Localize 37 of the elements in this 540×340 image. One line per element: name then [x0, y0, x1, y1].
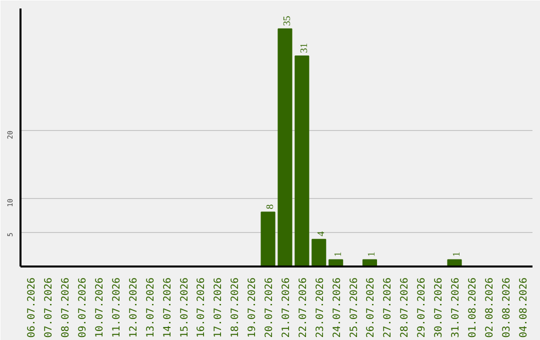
x-tick-label: 09.07.2026 [78, 277, 89, 338]
x-tick-label: 23.07.2026 [314, 277, 326, 338]
x-tick-label: 22.07.2026 [298, 277, 309, 338]
x-tick-label: 16.07.2026 [196, 277, 208, 338]
x-tick-label: 12.07.2026 [128, 277, 140, 338]
x-tick-label: 26.07.2026 [366, 277, 377, 338]
x-tick-label: 28.07.2026 [400, 277, 411, 338]
x-tick-label: 21.07.2026 [280, 277, 292, 338]
x-tick-label: 27.07.2026 [382, 277, 394, 338]
x-tick-label: 04.08.2026 [518, 277, 530, 338]
x-tick-label: 20.07.2026 [264, 277, 276, 338]
x-tick-label: 30.07.2026 [434, 277, 445, 338]
data-label: 8 [265, 204, 276, 210]
x-tick-label: 19.07.2026 [247, 277, 258, 338]
x-tick-label: 31.07.2026 [450, 277, 462, 338]
data-label: 4 [316, 231, 327, 236]
x-tick-label: 10.07.2026 [94, 277, 106, 338]
x-tick-label: 18.07.2026 [230, 277, 242, 338]
x-tick-label: 24.07.2026 [332, 277, 343, 338]
x-tick-label: 07.07.2026 [44, 277, 55, 338]
x-tick-label: 11.07.2026 [111, 277, 122, 338]
x-tick-label: 02.08.2026 [484, 277, 496, 338]
x-tick-label: 13.07.2026 [145, 277, 156, 338]
x-tick-label: 25.07.2026 [348, 277, 360, 338]
x-tick-label: 29.07.2026 [416, 277, 428, 338]
data-label: 1 [332, 252, 344, 257]
x-tick-label: 17.07.2026 [213, 277, 224, 338]
data-label: 1 [452, 252, 463, 257]
data-label: 31 [298, 43, 310, 54]
x-tick-label: 15.07.2026 [179, 277, 190, 338]
x-tick-label: 08.07.2026 [60, 277, 72, 338]
x-tick-label: 06.07.2026 [26, 277, 38, 338]
data-label: 1 [366, 252, 378, 257]
x-tick-label: 03.08.2026 [501, 277, 512, 338]
x-tick-label: 01.08.2026 [467, 277, 478, 338]
data-label: 35 [282, 16, 293, 26]
x-tick-label: 14.07.2026 [162, 277, 174, 338]
